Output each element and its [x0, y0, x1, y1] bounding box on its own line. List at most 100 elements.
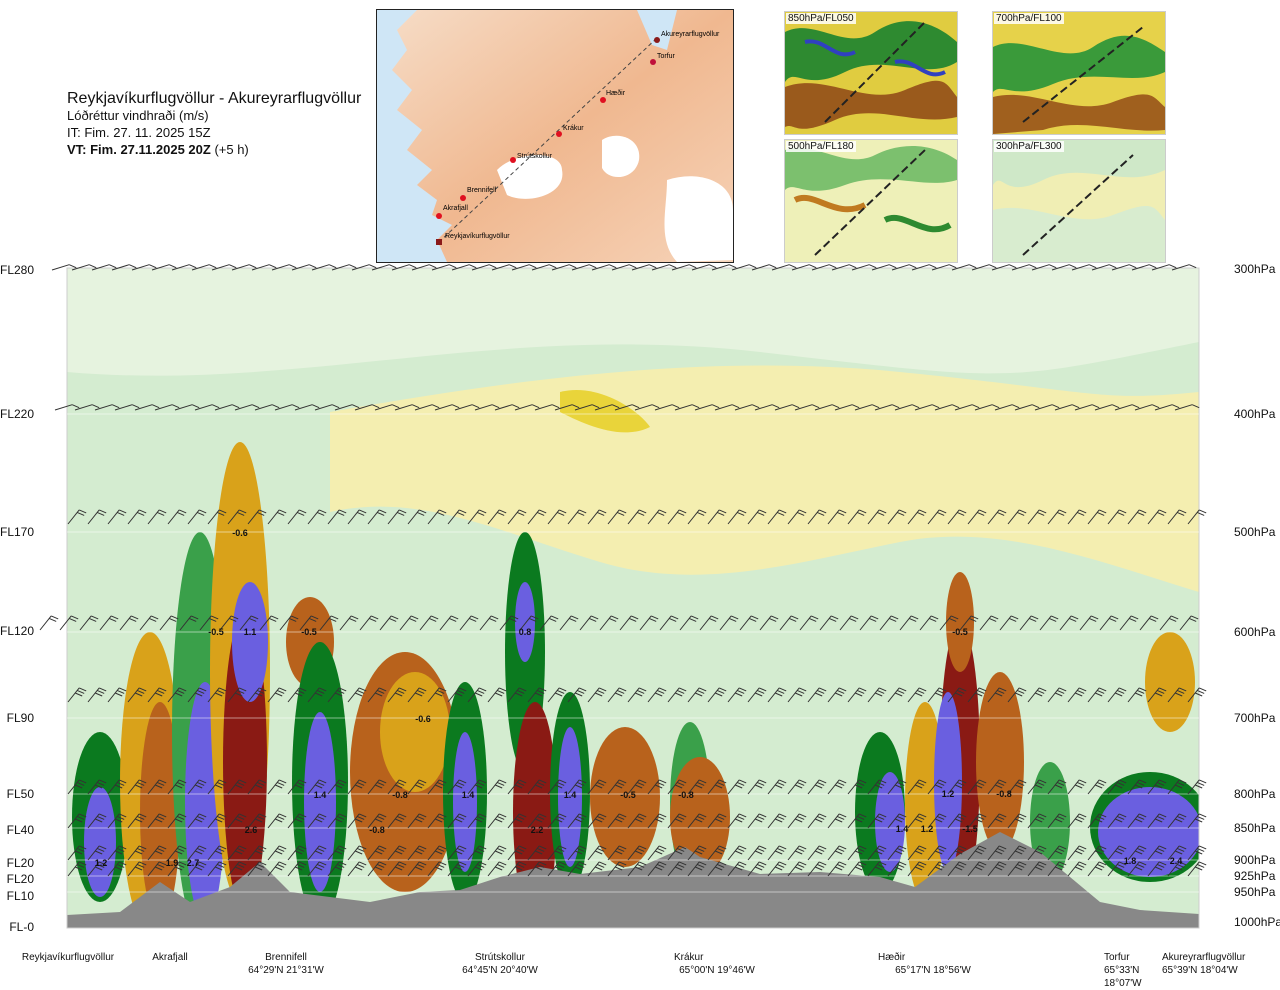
map-place-label: Reykjavíkurflugvöllur	[445, 233, 510, 240]
wind-barb	[707, 861, 727, 877]
wind-barb	[87, 861, 107, 877]
wind-barb	[1059, 615, 1079, 631]
wind-barb	[694, 404, 720, 411]
wind-barb	[427, 509, 447, 525]
wind-barb	[367, 845, 387, 861]
wind-barb	[1107, 813, 1127, 829]
wind-barb	[407, 861, 427, 877]
terrain-profile	[67, 832, 1199, 928]
thumbnail-500[interactable]: 500hPa/FL180	[784, 139, 958, 263]
map-place-label: Strútskollur	[517, 153, 553, 160]
pressure-level-tick: 700hPa	[1234, 711, 1276, 725]
wind-barb	[1127, 779, 1147, 795]
wind-barb	[759, 615, 779, 631]
value-label: 1.4	[896, 824, 909, 834]
wind-barb	[819, 615, 839, 631]
wind-barb	[987, 779, 1007, 795]
wind-barb	[879, 615, 899, 631]
wind-barb	[1071, 264, 1097, 271]
wind-barb	[734, 404, 760, 411]
wind-barb	[167, 687, 187, 703]
wind-barb	[467, 509, 487, 525]
pressure-gridlines	[67, 413, 1199, 893]
wind-barb	[1087, 845, 1107, 861]
wind-barb	[347, 861, 367, 877]
x-location-coord: 65°00'N 19°46'W	[679, 965, 755, 976]
wind-barb	[1027, 687, 1047, 703]
wind-barb	[487, 509, 507, 525]
wind-barb	[491, 264, 517, 271]
wind-barb	[947, 779, 967, 795]
wind-barb	[1087, 861, 1107, 877]
wind-barb	[114, 404, 140, 411]
wind-barb	[407, 687, 427, 703]
wind-barb	[827, 813, 847, 829]
wind-barb	[774, 404, 800, 411]
wind-barb	[851, 264, 877, 271]
wind-barb	[167, 509, 187, 525]
x-location-name: Akrafjall	[152, 952, 188, 963]
flight-level-tick: FL20	[6, 856, 34, 870]
thumbnail-700[interactable]: 700hPa/FL100	[992, 11, 1166, 135]
wind-barb	[1034, 404, 1060, 411]
wind-barb	[827, 861, 847, 877]
value-label: 1.8	[1124, 856, 1137, 866]
wind-barb	[607, 845, 627, 861]
wind-barb	[1067, 861, 1087, 877]
wind-barb	[467, 813, 487, 829]
wind-barb	[619, 615, 639, 631]
wind-barb	[279, 615, 299, 631]
thumbnail-850[interactable]: 850hPa/FL050	[784, 11, 958, 135]
wind-barb	[207, 779, 227, 795]
value-label: -0.6	[232, 528, 248, 538]
wind-barb	[167, 813, 187, 829]
wind-barb	[134, 404, 160, 411]
wind-barb	[187, 813, 207, 829]
wind-barb	[39, 615, 59, 631]
wind-barb	[394, 404, 420, 411]
wind-barb	[339, 615, 359, 631]
wind-barb	[387, 687, 407, 703]
wind-barb	[747, 861, 767, 877]
wind-barb	[1047, 509, 1067, 525]
wind-barb	[1107, 509, 1127, 525]
flight-level-tick: FL120	[0, 624, 35, 638]
wind-barb	[454, 404, 480, 411]
wind-barb	[487, 845, 507, 861]
field-upper-band	[67, 268, 1199, 376]
wind-barb	[907, 687, 927, 703]
wind-barb	[787, 861, 807, 877]
wind-barb	[867, 687, 887, 703]
wind-barb	[994, 404, 1020, 411]
flight-level-tick: FL-0	[9, 920, 34, 934]
wind-barb	[951, 264, 977, 271]
wind-barb	[971, 264, 997, 271]
wind-barb	[1167, 779, 1187, 795]
wind-barb	[127, 687, 147, 703]
wind-barb	[331, 264, 357, 271]
wind-barb	[1047, 779, 1067, 795]
wind-barb	[967, 845, 987, 861]
wind-barb	[647, 687, 667, 703]
parameter-label: Lóðréttur vindhraði (m/s)	[67, 108, 209, 123]
wind-barb	[314, 404, 340, 411]
wind-barb	[479, 615, 499, 631]
thumbnail-300[interactable]: 300hPa/FL300	[992, 139, 1166, 263]
wind-barb	[607, 813, 627, 829]
wind-barb	[207, 509, 227, 525]
wind-barb	[127, 509, 147, 525]
wind-barb	[567, 509, 587, 525]
pressure-level-tick: 300hPa	[1234, 262, 1276, 276]
valid-time-offset: (+5 h)	[214, 142, 249, 157]
wind-barb	[667, 845, 687, 861]
wind-barb	[407, 509, 427, 525]
wind-barb	[847, 509, 867, 525]
wind-barb	[1187, 861, 1207, 877]
wind-barb	[447, 687, 467, 703]
wind-barb	[887, 779, 907, 795]
wind-barb	[827, 687, 847, 703]
thumbnail-700-field	[993, 12, 1165, 134]
wind-barb	[187, 861, 207, 877]
wind-barb	[647, 509, 667, 525]
pressure-level-tick: 400hPa	[1234, 407, 1276, 421]
